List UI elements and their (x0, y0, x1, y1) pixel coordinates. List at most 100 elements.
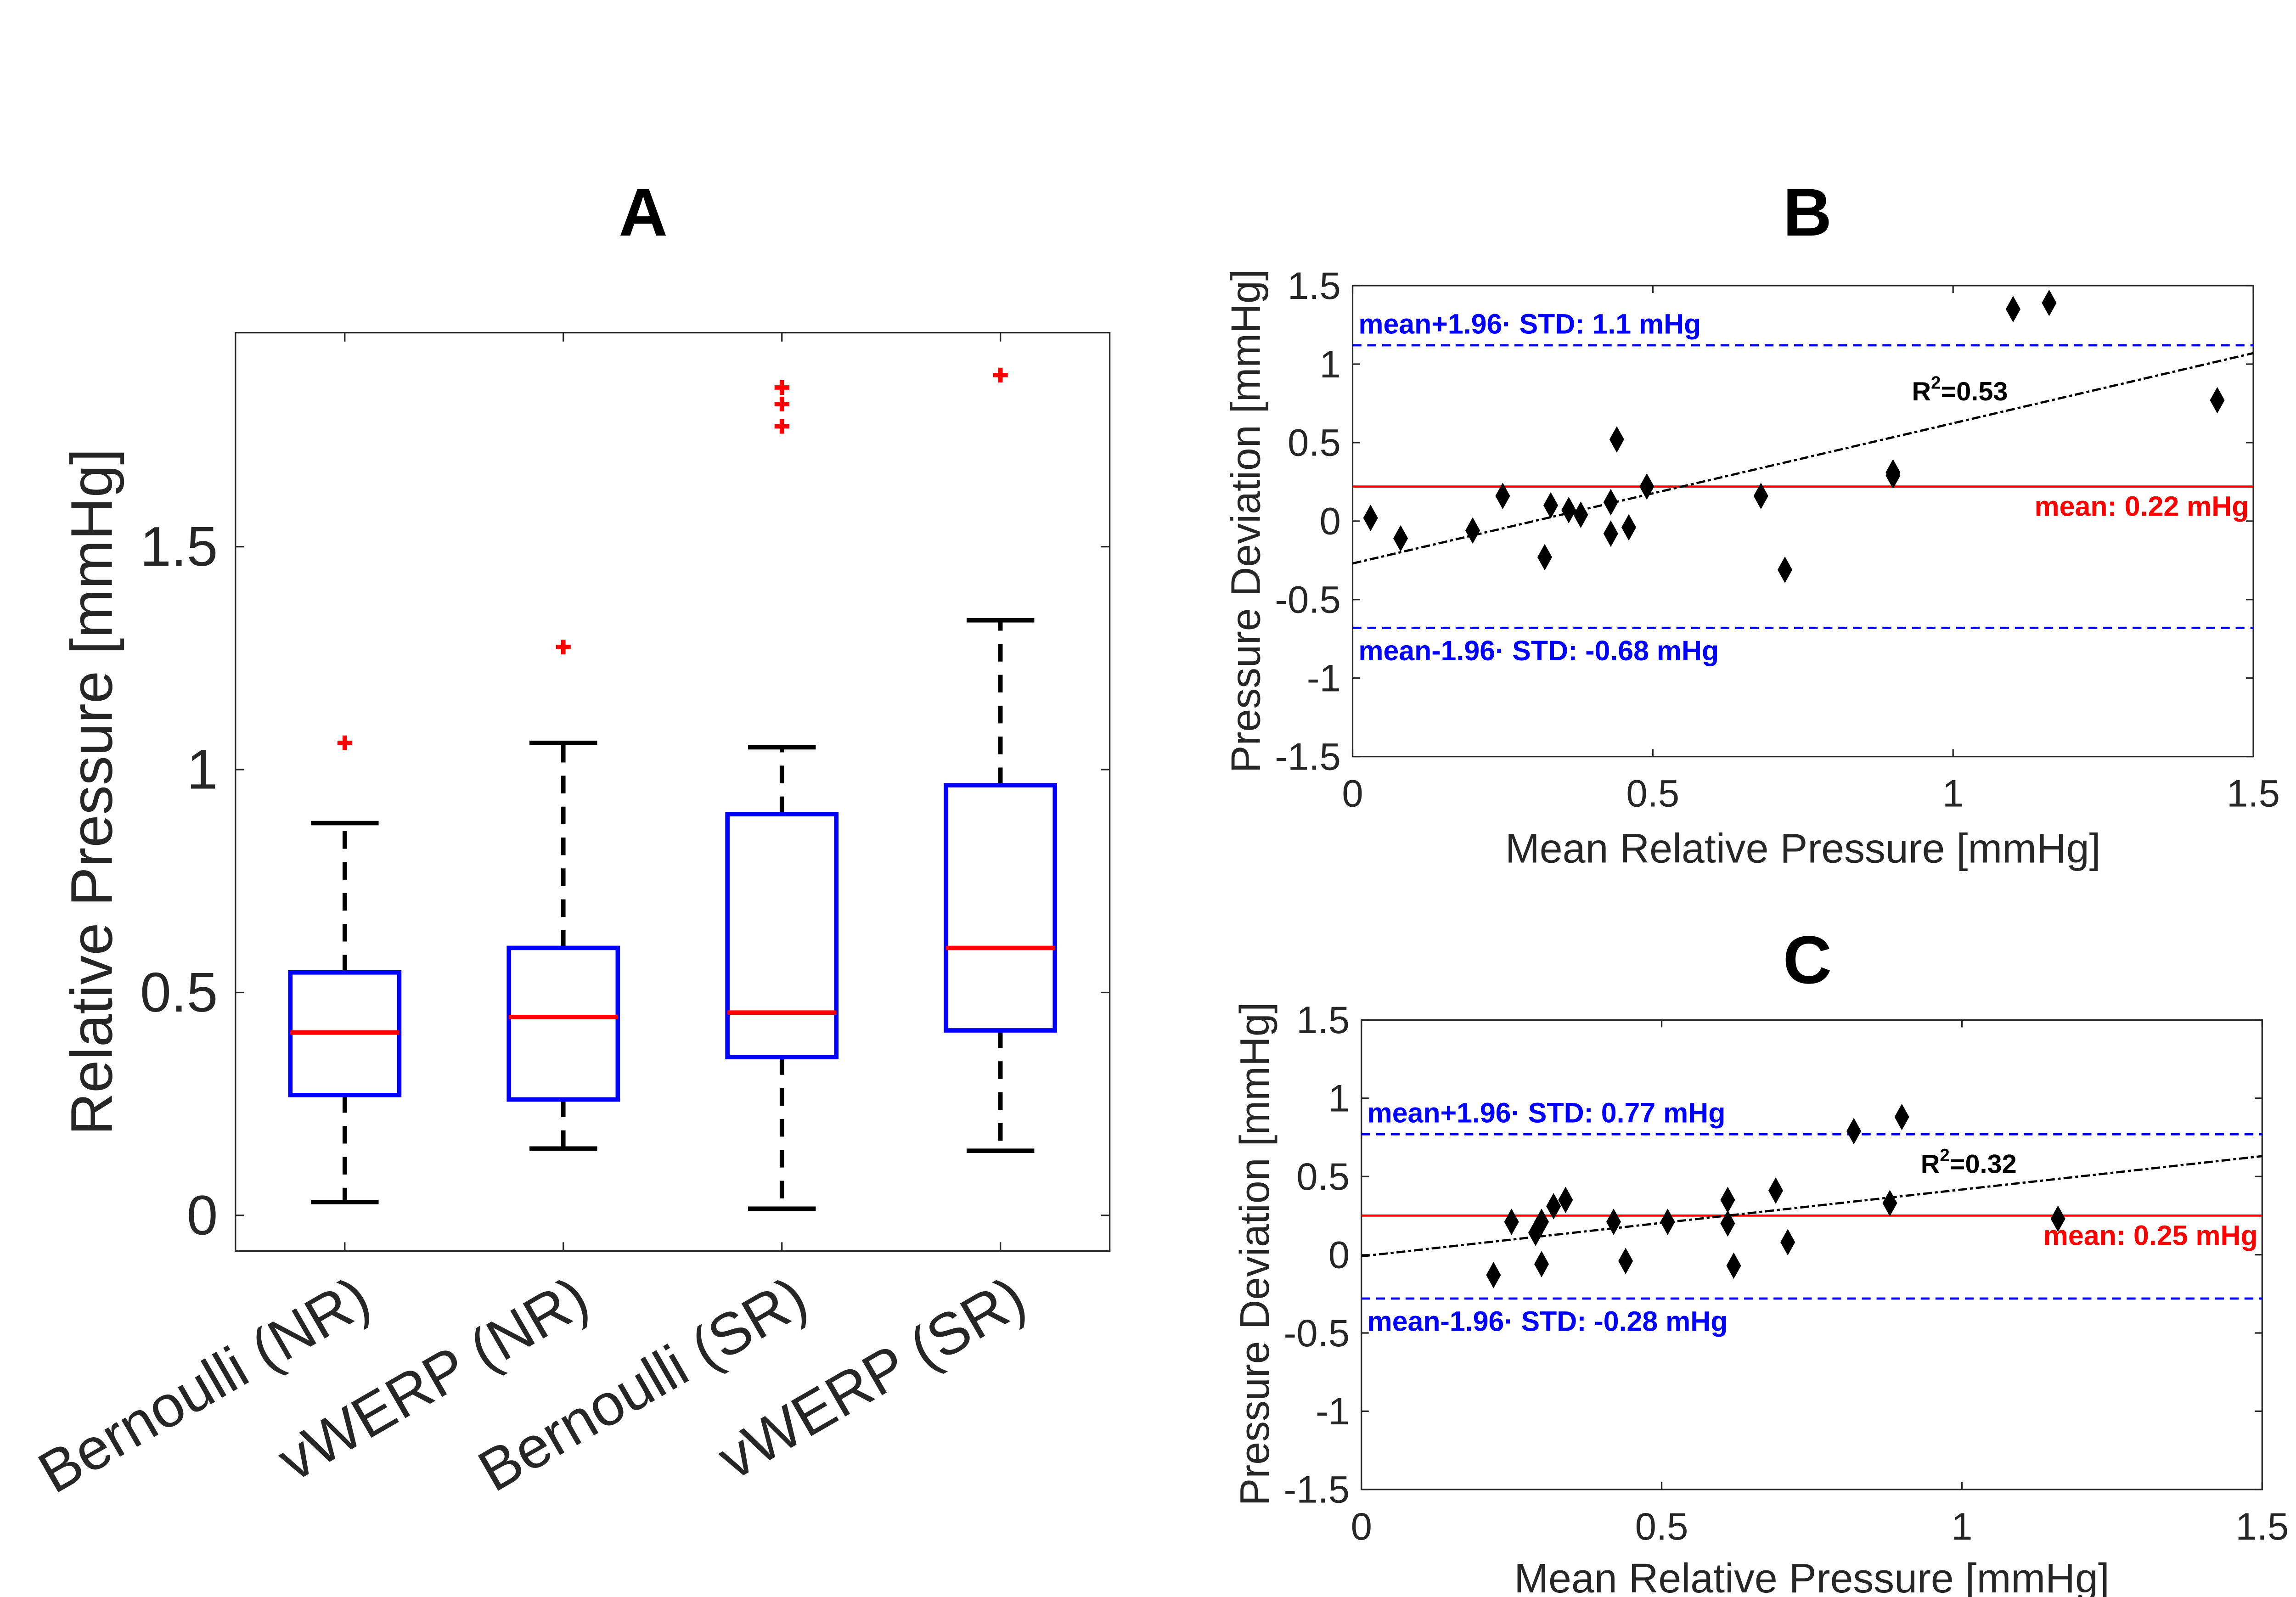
panel-c-ylabel: Pressure Deviation [mmHg] (1232, 1002, 1278, 1506)
data-point (1894, 1103, 1909, 1130)
outlier-marker (774, 419, 789, 434)
r-squared-prefix: R (1921, 1150, 1940, 1179)
y-tick-label: 1 (1328, 1077, 1350, 1120)
y-tick-label: 1 (1320, 343, 1341, 386)
data-point (1768, 1177, 1784, 1204)
y-tick-label: -1.5 (1275, 736, 1341, 778)
data-point (1393, 525, 1408, 552)
panel-c-xlabel: Mean Relative Pressure [mmHg] (1514, 1556, 2110, 1597)
data-point (1486, 1262, 1501, 1288)
y-tick-label: 0.5 (140, 961, 218, 1023)
x-tick-label: 0 (1351, 1505, 1372, 1548)
mean-label: mean: 0.22 mHg (2035, 491, 2249, 522)
regression-line (1361, 1155, 2262, 1258)
data-point (1363, 505, 1378, 531)
data-point (1558, 1187, 1573, 1214)
box (725, 812, 839, 1060)
mean-label: mean: 0.25 mHg (2043, 1220, 2258, 1251)
x-tick-label: 1.5 (2227, 772, 2280, 815)
r-squared-value: =0.53 (1941, 377, 2008, 406)
data-point (1720, 1210, 1735, 1237)
data-point (1618, 1248, 1633, 1275)
regression-line (1352, 352, 2254, 565)
panel-b-xlabel: Mean Relative Pressure [mmHg] (1505, 826, 2101, 872)
plot-frame (1361, 1019, 2263, 1490)
y-tick-label: 0 (1328, 1233, 1350, 1276)
data-point (1561, 497, 1576, 523)
r-squared-prefix: R (1912, 377, 1931, 406)
data-point (1778, 556, 1793, 583)
lower-limit-label: mean-1.96· STD: -0.68 mHg (1358, 635, 1719, 666)
x-tick-label: 0.5 (1626, 772, 1679, 815)
panel-b-title: B (1783, 175, 1832, 250)
panel-b-bland-altman: B Mean Relative Pressure [mmHg] Pressure… (1223, 175, 2280, 872)
y-tick-label: -0.5 (1275, 579, 1341, 621)
panel-c-bland-altman: C Mean Relative Pressure [mmHg] Pressure… (1232, 922, 2289, 1597)
box (506, 945, 620, 1102)
data-point (2050, 1205, 2065, 1232)
data-point (1495, 483, 1510, 509)
x-tick-label: 0.5 (1635, 1505, 1688, 1548)
y-tick-label: 1.5 (1288, 264, 1341, 307)
y-tick-label: 0.5 (1288, 422, 1341, 464)
x-tick-label: 1 (1951, 1505, 1972, 1548)
upper-limit-label: mean+1.96· STD: 1.1 mHg (1358, 308, 1701, 339)
data-point (1726, 1252, 1741, 1279)
r-squared-superscript: 2 (1931, 373, 1941, 393)
data-point (1885, 462, 1901, 489)
panel-a-title: A (619, 175, 667, 250)
r-squared-label: R2=0.32 (1921, 1146, 2017, 1179)
data-point (2210, 387, 2225, 414)
data-point (1603, 489, 1618, 516)
y-tick-label: -1 (1307, 657, 1341, 700)
data-point (1720, 1187, 1735, 1214)
y-tick-label: 0.5 (1296, 1155, 1350, 1198)
outlier-marker (993, 367, 1008, 382)
data-point (2005, 296, 2020, 323)
r-squared-superscript: 2 (1940, 1146, 1949, 1165)
data-point (1504, 1209, 1519, 1235)
upper-limit-label: mean+1.96· STD: 0.77 mHg (1367, 1097, 1726, 1129)
data-point (1573, 501, 1588, 529)
data-point (1606, 1209, 1621, 1235)
data-point (1537, 544, 1553, 571)
y-tick-label: -1 (1316, 1390, 1350, 1433)
y-tick-label: -0.5 (1284, 1312, 1350, 1355)
data-point (1465, 517, 1480, 544)
outlier-marker (774, 396, 789, 411)
y-tick-label: 0 (187, 1184, 218, 1247)
y-tick-label: -1.5 (1284, 1468, 1350, 1511)
lower-limit-label: mean-1.96· STD: -0.28 mHg (1367, 1306, 1728, 1337)
data-point (1882, 1190, 1897, 1216)
data-point (1660, 1209, 1675, 1235)
x-tick-label: 0 (1342, 772, 1363, 815)
r-squared-label: R2=0.53 (1912, 373, 2008, 406)
outlier-marker (774, 380, 789, 395)
data-point (1534, 1251, 1549, 1277)
outlier-marker (337, 735, 352, 750)
data-point (1609, 426, 1624, 453)
panel-b-ylabel: Pressure Deviation [mmHg] (1223, 269, 1269, 773)
x-tick-label: 1 (1942, 772, 1964, 815)
data-point (1603, 520, 1618, 547)
data-point (1621, 514, 1637, 541)
data-point (1543, 492, 1559, 519)
x-tick-label: 1.5 (2235, 1505, 2289, 1548)
data-point (1780, 1229, 1795, 1256)
y-tick-label: 0 (1320, 500, 1341, 543)
r-squared-value: =0.32 (1950, 1150, 2017, 1179)
y-tick-label: 1.5 (1296, 999, 1350, 1041)
plot-frame (235, 332, 1111, 1252)
data-point (1534, 1209, 1549, 1235)
box (944, 783, 1058, 1033)
outlier-marker (556, 640, 571, 655)
data-point (2042, 289, 2057, 316)
data-point (1639, 473, 1654, 500)
data-point (1546, 1193, 1561, 1220)
panel-a-boxplot: A Relative Pressure [mmHg] 00.511.5Berno… (28, 175, 1111, 1506)
y-tick-label: 1 (187, 738, 218, 801)
panel-c-title: C (1783, 922, 1832, 998)
y-tick-label: 1.5 (140, 515, 218, 578)
data-point (1846, 1118, 1862, 1145)
